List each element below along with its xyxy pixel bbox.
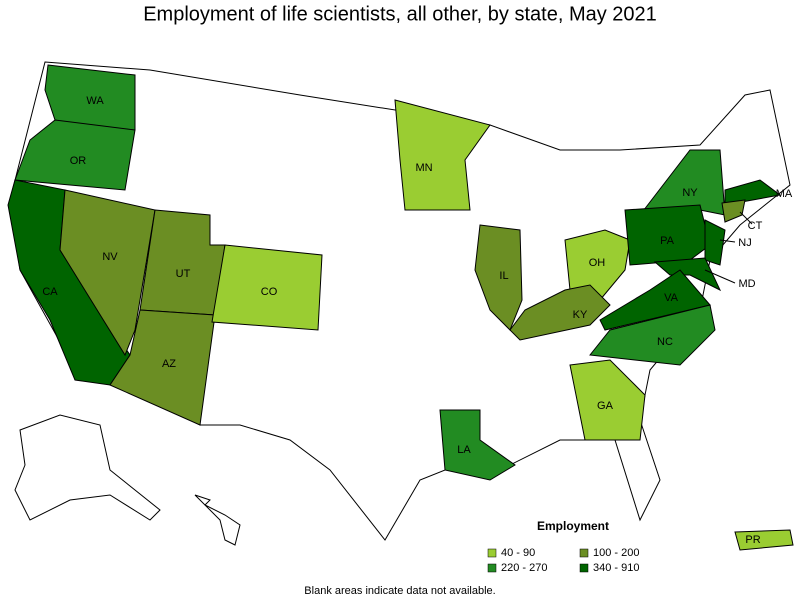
legend-swatch xyxy=(487,548,497,558)
state xyxy=(724,179,782,206)
state-label: WA xyxy=(86,95,104,107)
legend-label: 340 - 910 xyxy=(593,562,639,574)
state-label: CO xyxy=(261,286,278,298)
state xyxy=(569,359,646,441)
legend-swatch xyxy=(579,563,589,573)
state-label: KY xyxy=(573,309,588,321)
state xyxy=(599,269,711,331)
state-label: PR xyxy=(745,534,760,546)
state xyxy=(653,257,722,292)
footnote: Blank areas indicate data not available. xyxy=(304,585,495,597)
state-label: LA xyxy=(457,444,471,456)
legend-swatch xyxy=(487,563,497,573)
state xyxy=(721,199,746,223)
state-label: AZ xyxy=(162,358,176,370)
state xyxy=(509,284,611,341)
state xyxy=(439,409,516,481)
state-label: GA xyxy=(597,400,614,412)
state-label: NV xyxy=(102,251,118,263)
state-label: PA xyxy=(660,235,675,247)
state-label: IL xyxy=(499,270,508,282)
state-label: NY xyxy=(682,187,698,199)
state-label: CT xyxy=(748,220,763,232)
state-label: MN xyxy=(415,162,432,174)
leader-line xyxy=(739,211,753,225)
legend-swatch xyxy=(579,548,589,558)
leader-line xyxy=(704,269,736,284)
state-label: CA xyxy=(42,286,58,298)
legend-label: 40 - 90 xyxy=(501,547,535,559)
state-label: NJ xyxy=(738,237,751,249)
state xyxy=(211,244,323,331)
state xyxy=(734,529,794,551)
state-label: VA xyxy=(664,292,679,304)
map-title: Employment of life scientists, all other… xyxy=(143,3,657,25)
state xyxy=(59,189,156,357)
state-label: OR xyxy=(70,155,87,167)
state xyxy=(394,99,491,211)
state xyxy=(704,219,726,266)
state-label: NC xyxy=(657,336,673,348)
state xyxy=(14,119,136,191)
state xyxy=(624,204,711,266)
state xyxy=(109,309,216,426)
state xyxy=(589,304,716,366)
state-label: MD xyxy=(738,278,755,290)
state-label: OH xyxy=(589,257,606,269)
state-label: UT xyxy=(176,268,191,280)
legend-label: 220 - 270 xyxy=(501,562,547,574)
leader-line xyxy=(719,239,736,243)
legend-label: 100 - 200 xyxy=(593,547,639,559)
alaska-outline xyxy=(14,414,161,521)
hawaii-outline xyxy=(194,494,241,546)
legend-title: Employment xyxy=(537,519,609,533)
state-label: MA xyxy=(776,188,793,200)
